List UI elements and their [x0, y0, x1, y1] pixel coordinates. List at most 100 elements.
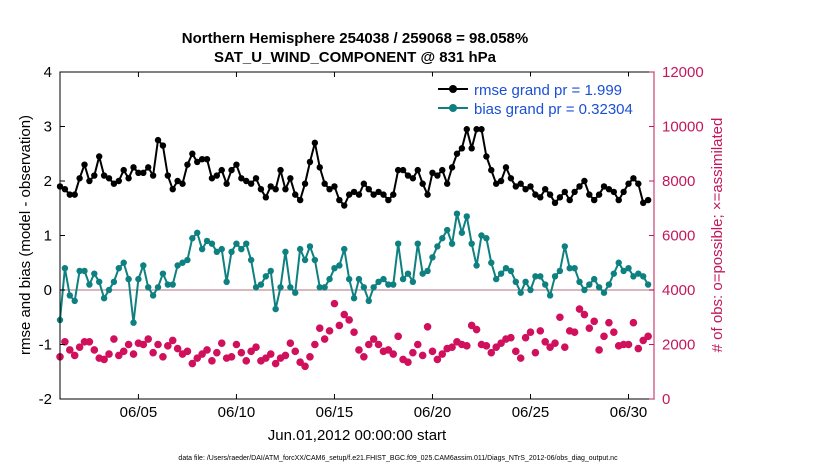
obs-assimilated-point [272, 360, 279, 367]
bias-point [497, 270, 505, 277]
rmse-point [81, 161, 88, 168]
bias-point [414, 240, 421, 247]
rmse-point [355, 191, 363, 198]
rmse-point [76, 175, 83, 182]
obs-assimilated-point [414, 341, 421, 348]
obs-assimilated-point [208, 357, 216, 365]
rmse-point [194, 158, 201, 166]
obs-assimilated-point [96, 354, 103, 362]
bias-point [311, 256, 319, 264]
rmse-point [282, 185, 289, 193]
obs-assimilated-point [321, 335, 328, 343]
obs-assimilated-point [154, 341, 162, 348]
bias-point [326, 275, 333, 283]
bias-point [71, 297, 78, 305]
rmse-point [184, 161, 191, 168]
obs-assimilated-point [390, 350, 397, 358]
rmse-point [61, 185, 69, 193]
obs-assimilated-point [341, 311, 348, 318]
rmse-point [581, 177, 588, 185]
bias-point [336, 262, 343, 269]
bias-point [571, 265, 578, 272]
rmse-point [448, 164, 456, 171]
rmse-point [306, 158, 314, 166]
bias-point [541, 281, 549, 288]
bias-point [96, 278, 103, 286]
y2-tick-label: 6000 [662, 228, 695, 245]
rmse-point [179, 180, 186, 187]
bias-point [409, 278, 417, 286]
bias-point [282, 248, 289, 256]
bias-point [630, 273, 637, 280]
bias-point [316, 284, 323, 291]
obs-assimilated-point [595, 346, 603, 354]
rmse-point [522, 185, 529, 193]
rmse-point [238, 175, 245, 182]
obs-assimilated-point [532, 349, 539, 356]
obs-assimilated-point [497, 339, 505, 347]
rmse-point [414, 166, 421, 174]
rmse-point [96, 153, 103, 160]
obs-assimilated-point [247, 348, 255, 355]
obs-assimilated-point [424, 323, 431, 330]
obs-assimilated-point [551, 339, 559, 347]
obs-assimilated-point [267, 350, 274, 358]
legend-bias-label: bias grand pr = 0.32304 [474, 101, 633, 118]
obs-assimilated-point [262, 354, 270, 362]
bias-point [179, 259, 186, 266]
bias-point [605, 281, 613, 288]
obs-assimilated-point [488, 349, 495, 356]
rmse-point [326, 185, 333, 193]
bias-point [517, 289, 524, 296]
rmse-point [262, 194, 270, 201]
bias-point [154, 284, 162, 291]
rmse-point [189, 150, 196, 157]
rmse-point [100, 172, 108, 179]
x-tick-label: 06/30 [610, 404, 648, 421]
rmse-point [625, 180, 632, 187]
rmse-point [586, 191, 593, 198]
bias-point [198, 245, 206, 253]
rmse-point [360, 180, 368, 187]
bias-point [272, 305, 279, 313]
bias-point [238, 245, 245, 253]
obs-assimilated-point [630, 319, 637, 326]
bias-point [522, 278, 529, 286]
obs-assimilated-point [620, 341, 627, 348]
bias-point [125, 275, 132, 283]
bias-point [640, 273, 647, 280]
bias-point [551, 273, 559, 280]
obs-assimilated-point [439, 350, 446, 358]
bias-point [458, 229, 466, 236]
obs-assimilated-point [502, 335, 510, 343]
obs-assimilated-point [316, 324, 323, 332]
rmse-point [561, 188, 569, 196]
bias-point [488, 259, 495, 266]
rmse-point [483, 153, 490, 160]
x-axis-label: Jun.01,2012 00:00:00 start [268, 427, 447, 444]
y-tick-label: -2 [39, 391, 52, 408]
rmse-point [277, 166, 284, 174]
bias-point [492, 275, 500, 283]
obs-assimilated-point [473, 326, 480, 333]
obs-assimilated-point [566, 327, 573, 335]
rmse-point [507, 175, 515, 182]
obs-assimilated-point [326, 327, 333, 335]
obs-assimilated-point [184, 348, 191, 355]
rmse-point [497, 177, 505, 185]
rmse-point [287, 175, 294, 182]
bias-point [341, 245, 348, 253]
bias-point [91, 270, 98, 277]
bias-point [399, 275, 407, 283]
rmse-point [296, 196, 304, 204]
obs-assimilated-point [625, 341, 632, 348]
obs-assimilated-point [120, 348, 127, 355]
rmse-point [341, 202, 348, 209]
obs-assimilated-point [404, 359, 412, 366]
rmse-point [292, 191, 299, 198]
bias-point [100, 294, 108, 302]
y-tick-label: 3 [44, 119, 52, 136]
rmse-point [370, 191, 377, 198]
obs-assimilated-point [76, 344, 83, 351]
obs-assimilated-point [331, 300, 338, 307]
